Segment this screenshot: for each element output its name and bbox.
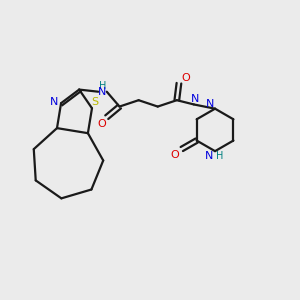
- Text: N: N: [191, 94, 199, 104]
- Text: N: N: [205, 152, 213, 161]
- Text: N: N: [206, 99, 214, 110]
- Text: N: N: [98, 87, 107, 97]
- Text: H: H: [99, 81, 106, 92]
- Text: H: H: [216, 152, 223, 161]
- Text: S: S: [92, 97, 99, 107]
- Text: O: O: [181, 73, 190, 83]
- Text: O: O: [97, 118, 106, 128]
- Text: O: O: [170, 150, 179, 161]
- Text: N: N: [50, 97, 58, 107]
